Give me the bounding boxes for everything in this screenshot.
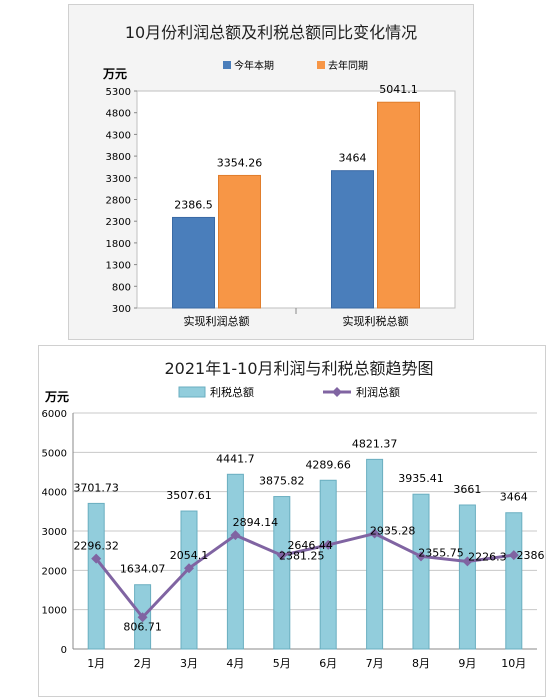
chart1-ytick-label: 4800 xyxy=(106,109,131,120)
chart1-bar-lastyear xyxy=(377,101,420,309)
chart2-legend-swatch-bar xyxy=(178,386,206,398)
chart2-line-data-label: 2646.44 xyxy=(287,539,333,552)
chart2-bar-tax xyxy=(226,473,244,650)
chart1-ytick-label: 3300 xyxy=(106,174,131,185)
chart2-xtick-label: 5月 xyxy=(273,657,291,670)
chart1-ytick-label: 3800 xyxy=(106,152,131,163)
chart2-xtick-label: 3月 xyxy=(180,657,198,670)
chart2-bar-data-label: 3701.73 xyxy=(73,481,119,494)
chart2-line-data-label: 2054.1 xyxy=(170,549,209,562)
chart2-bar-tax xyxy=(505,512,523,650)
chart2-ytick-label: 3000 xyxy=(42,527,67,538)
chart1-legend-label-1: 去年同期 xyxy=(328,59,368,72)
chart2-line-marker xyxy=(369,528,380,539)
chart2-bar-data-label: 4441.7 xyxy=(216,452,255,465)
chart2-bar-tax xyxy=(366,458,384,650)
chart-profit-tax-comparison: 10月份利润总额及利税总额同比变化情况万元 今年本期 去年同期 300 800 1300 1… xyxy=(68,4,474,340)
chart1-unit-label: 万元 xyxy=(102,67,127,81)
chart2-legend-label-line: 利润总额 xyxy=(356,385,400,399)
chart2-line-marker xyxy=(416,551,426,562)
chart2-line-marker xyxy=(137,612,148,623)
chart2-bar-data-label: 4289.66 xyxy=(305,458,351,471)
chart1-ytick-label: 2300 xyxy=(106,217,131,228)
chart2-line-data-label: 2894.14 xyxy=(233,516,279,529)
chart2-xtick-label: 6月 xyxy=(319,657,337,670)
chart2-line-profit xyxy=(95,531,515,620)
chart2-xtick-label: 9月 xyxy=(458,657,476,670)
chart2-line-data-label: 2381.25 xyxy=(279,549,325,562)
chart2-bar-tax xyxy=(87,502,105,650)
chart1-title: 10月份利润总额及利税总额同比变化情况 xyxy=(125,23,417,42)
chart1-ytick-label: 2800 xyxy=(106,196,131,207)
chart1-ytick-label: 1300 xyxy=(106,261,131,272)
chart2-line-marker xyxy=(508,550,519,561)
chart2-line-data-label: 2226.3 xyxy=(468,550,507,563)
chart2-xtick-label: 1月 xyxy=(87,657,105,670)
chart2-ytick-label: 0 xyxy=(61,645,67,656)
chart2-xtick-label: 2月 xyxy=(134,657,152,670)
chart1-ytick-label: 1800 xyxy=(106,239,131,250)
chart2-bar-data-label: 4821.37 xyxy=(352,437,398,450)
chart2-line-data-label: 2935.28 xyxy=(370,525,416,538)
chart2-ytick-label: 6000 xyxy=(42,409,67,420)
chart2-bar-tax xyxy=(319,479,337,650)
chart2-bar-data-label: 3661 xyxy=(453,483,481,496)
chart2-bar-tax xyxy=(458,504,476,650)
chart2-line-data-label: 806.71 xyxy=(123,620,162,633)
chart2-line-data-label: 2296.32 xyxy=(73,540,119,553)
chart2-ytick-label: 4000 xyxy=(42,488,67,499)
chart2-line-marker xyxy=(184,563,194,574)
chart1-data-label: 2386.5 xyxy=(174,198,213,211)
chart2-bar-data-label: 3464 xyxy=(500,491,528,504)
chart2-ytick-label: 1000 xyxy=(42,606,67,617)
chart1-xtick-label: 实现利润总额 xyxy=(184,314,250,328)
chart1-legend-swatch-0 xyxy=(223,61,231,69)
chart2-legend-label-bar: 利税总额 xyxy=(210,385,254,399)
chart1-ytick-label: 300 xyxy=(112,304,131,315)
chart2-xtick-label: 7月 xyxy=(366,657,384,670)
chart1-bar-current xyxy=(172,216,215,309)
chart2-xtick-label: 10月 xyxy=(501,657,526,670)
chart2-bar-data-label: 1634.07 xyxy=(120,563,166,576)
chart2-line-marker xyxy=(91,553,102,564)
chart1-data-label: 5041.1 xyxy=(379,83,418,96)
chart1-xtick-label: 实现利税总额 xyxy=(343,314,409,328)
chart2-bar-data-label: 3935.41 xyxy=(398,472,444,485)
chart1-ytick-label: 5300 xyxy=(106,87,131,98)
chart1-legend-label-0: 今年本期 xyxy=(234,59,274,72)
chart2-line-data-label: 2355.75 xyxy=(418,546,464,559)
chart2-legend-marker xyxy=(332,387,342,397)
chart1-ytick-label: 4300 xyxy=(106,130,131,141)
chart1-legend-swatch-1 xyxy=(317,61,325,69)
chart1-data-label: 3464 xyxy=(339,152,367,165)
chart2-line-marker xyxy=(276,550,287,561)
chart1-ytick-label: 800 xyxy=(112,282,131,293)
chart1-bar-lastyear xyxy=(218,174,261,309)
chart2-line-marker xyxy=(462,556,473,567)
chart2-bar-tax xyxy=(273,496,291,650)
chart2-title: 2021年1-10月利润与利税总额趋势图 xyxy=(164,359,433,378)
chart2-ytick-label: 5000 xyxy=(42,448,67,459)
chart2-line-data-label: 2386.5 xyxy=(517,549,545,562)
chart1-bar-current xyxy=(331,170,374,309)
chart2-xtick-label: 8月 xyxy=(412,657,430,670)
chart2-bar-tax xyxy=(180,510,198,650)
chart2-line-marker xyxy=(323,539,334,550)
chart2-xtick-label: 4月 xyxy=(226,657,244,670)
chart2-ytick-label: 2000 xyxy=(42,566,67,577)
chart2-bar-data-label: 3507.61 xyxy=(166,489,212,502)
chart2-line-marker xyxy=(230,530,241,541)
chart2-bar-tax xyxy=(412,493,430,650)
chart-monthly-trend: 2021年1-10月利润与利税总额趋势图万元 利税总额 利润总额 0 1000 2000 3… xyxy=(38,345,546,697)
chart2-unit-label: 万元 xyxy=(44,390,69,404)
chart1-data-label: 3354.26 xyxy=(217,156,263,169)
chart2-bar-data-label: 3875.82 xyxy=(259,475,305,488)
